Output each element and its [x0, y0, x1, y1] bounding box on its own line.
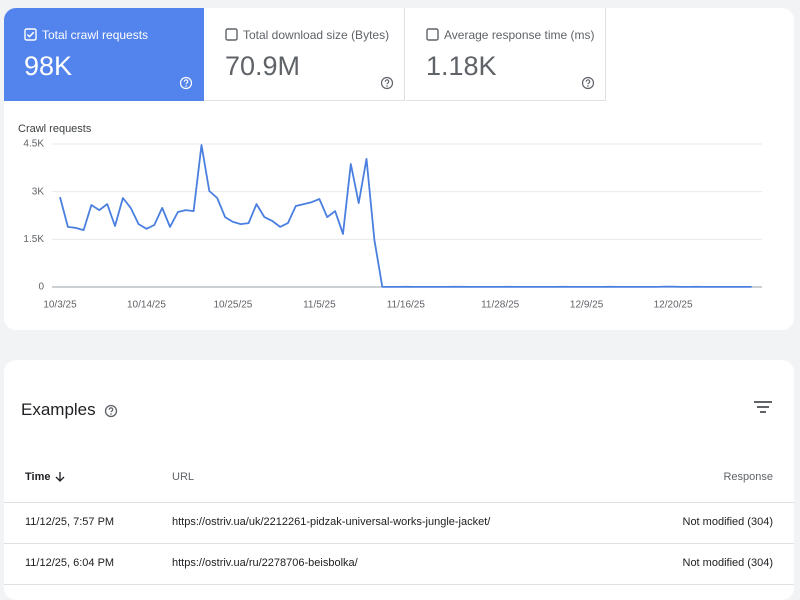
y-tick-label: 1.5K — [23, 234, 44, 245]
data-line — [59, 144, 752, 288]
x-tick-label: 11/28/25 — [481, 300, 520, 311]
column-header[interactable]: Time — [25, 471, 51, 483]
metric-value: 1.18K — [426, 51, 497, 81]
x-tick-label: 10/3/25 — [43, 300, 77, 311]
examples-title: Examples — [21, 400, 96, 419]
row-divider — [4, 543, 794, 544]
help-icon[interactable] — [581, 76, 595, 90]
checkbox[interactable] — [24, 28, 37, 41]
cell-response: Not modified (304) — [682, 516, 774, 528]
x-tick-label: 12/20/25 — [654, 300, 693, 311]
x-tick-label: 11/5/25 — [303, 300, 336, 311]
column-header: URL — [172, 471, 195, 483]
help-icon[interactable] — [380, 76, 394, 90]
column-header: Response — [723, 471, 773, 483]
x-tick-label: 11/16/25 — [387, 300, 426, 311]
y-tick-label: 0 — [38, 282, 44, 293]
x-tick-label: 10/14/25 — [127, 300, 166, 311]
sort-arrow[interactable] — [55, 472, 65, 483]
y-tick-label: 3K — [32, 186, 45, 197]
y-axis-title: Crawl requests — [18, 123, 92, 135]
cell-url[interactable]: https://ostriv.ua/uk/2212261-pidzak-univ… — [172, 516, 491, 528]
metric-value: 70.9M — [225, 51, 301, 81]
metric-label: Average response time (ms) — [444, 28, 595, 42]
cell-url[interactable]: https://ostriv.ua/ru/2278706-beisbolka/ — [172, 557, 358, 569]
examples-card — [4, 360, 794, 600]
metric-tile[interactable]: Average response time (ms) 1.18K — [406, 8, 606, 101]
metric-label: Total crawl requests — [42, 28, 149, 42]
filter-icon[interactable] — [754, 400, 772, 414]
cell-response: Not modified (304) — [682, 557, 774, 569]
x-tick-label: 10/25/25 — [213, 300, 252, 311]
checkbox[interactable] — [426, 28, 439, 41]
metric-label: Total download size (Bytes) — [243, 28, 390, 42]
checkbox[interactable] — [225, 28, 238, 41]
page: Total crawl requests 98K Total download si… — [4, 8, 794, 600]
help-icon[interactable] — [179, 76, 193, 90]
metric-tile[interactable]: Total crawl requests 98K — [4, 8, 204, 101]
metric-tile[interactable]: Total download size (Bytes) 70.9M — [205, 8, 405, 101]
help-icon[interactable] — [104, 404, 118, 418]
y-tick-label: 4.5K — [23, 139, 44, 150]
row-divider — [4, 502, 794, 503]
row-divider — [4, 584, 794, 585]
x-tick-label: 12/9/25 — [570, 300, 604, 311]
cell-time: 11/12/25, 6:04 PM — [25, 557, 115, 569]
metric-value: 98K — [24, 51, 73, 81]
cell-time: 11/12/25, 7:57 PM — [25, 516, 115, 528]
chart: Crawl requests 0 1.5K 3K 4.5K 10/3/25 10/14/2… — [18, 123, 762, 311]
